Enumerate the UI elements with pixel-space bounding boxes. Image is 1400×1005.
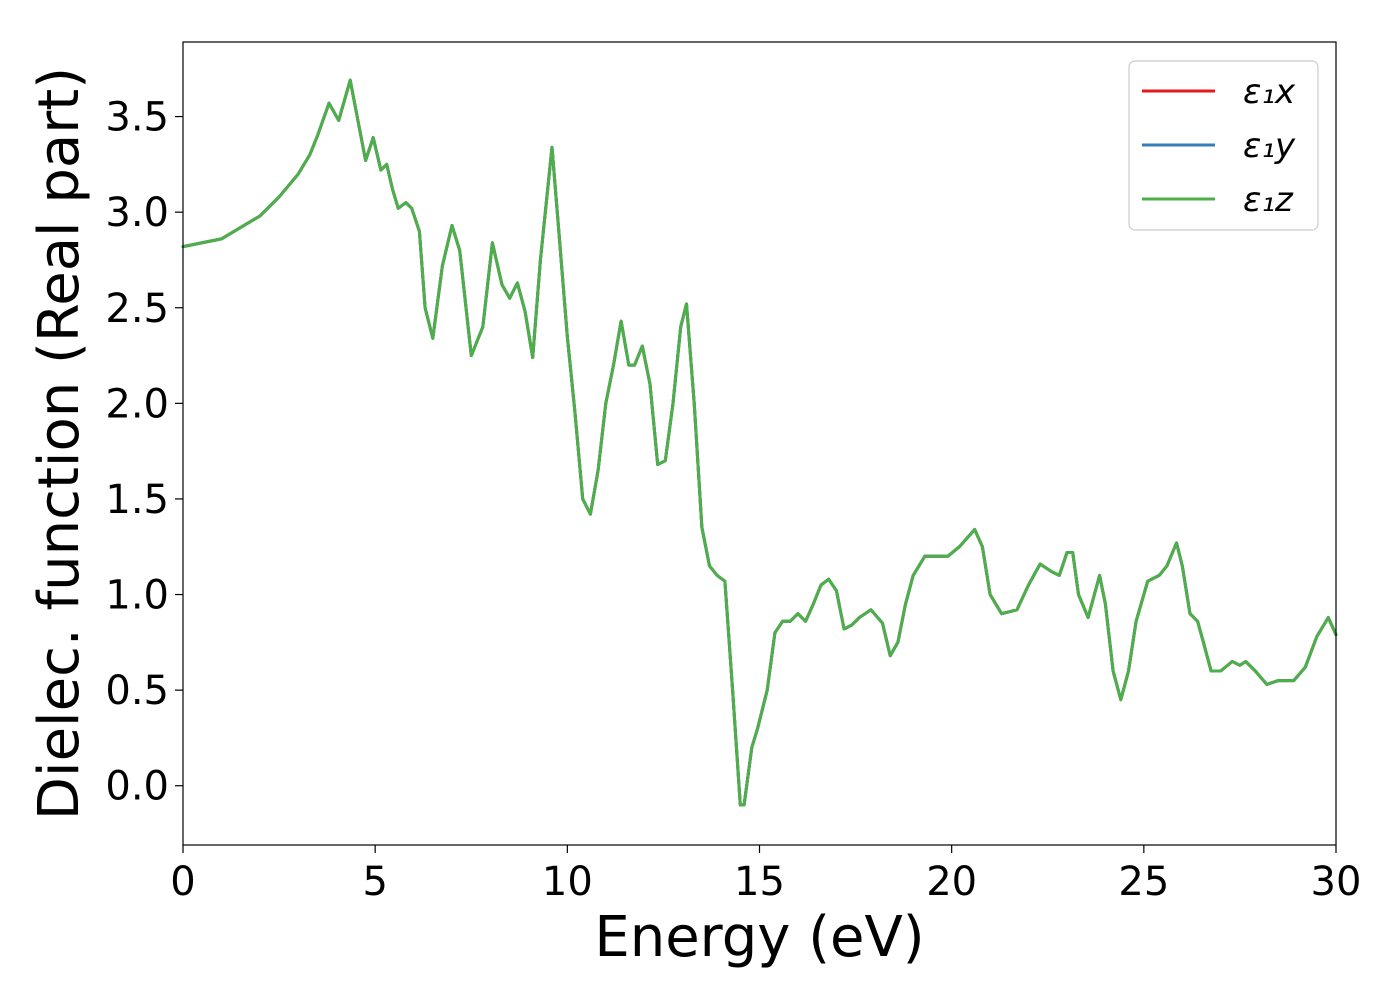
legend-label: ε₁y	[1243, 126, 1296, 166]
x-tick-label: 20	[926, 859, 977, 905]
y-tick-label: 0.0	[105, 764, 169, 810]
x-axis: 0 5 10 15 20 25 30	[170, 845, 1361, 905]
x-tick-label: 30	[1311, 859, 1362, 905]
y-axis: 0.0 0.5 1.0 1.5 2.0 2.5 3.0 3.5	[105, 95, 183, 810]
x-tick-label: 25	[1118, 859, 1169, 905]
x-axis-label: Energy (eV)	[594, 905, 924, 970]
y-tick-label: 2.5	[105, 286, 169, 332]
legend-box	[1128, 60, 1319, 231]
series-layer	[181, 78, 1338, 807]
y-axis-label: Dielec. function (Real part)	[27, 67, 92, 820]
legend-label: ε₁x	[1243, 72, 1296, 112]
x-tick-label: 15	[734, 859, 785, 905]
y-tick-label: 1.5	[105, 477, 169, 523]
y-tick-label: 0.5	[105, 668, 169, 714]
y-tick-label: 2.0	[105, 381, 169, 427]
legend: ε₁x ε₁y ε₁z	[1128, 60, 1319, 231]
legend-label: ε₁z	[1243, 180, 1294, 220]
y-tick-label: 1.0	[105, 573, 169, 619]
x-tick-label: 10	[542, 859, 593, 905]
y-tick-label: 3.5	[105, 95, 169, 141]
y-tick-label: 3.0	[105, 190, 169, 236]
series-line-3	[181, 78, 1338, 807]
x-tick-label: 0	[170, 859, 195, 905]
x-tick-label: 5	[362, 859, 387, 905]
